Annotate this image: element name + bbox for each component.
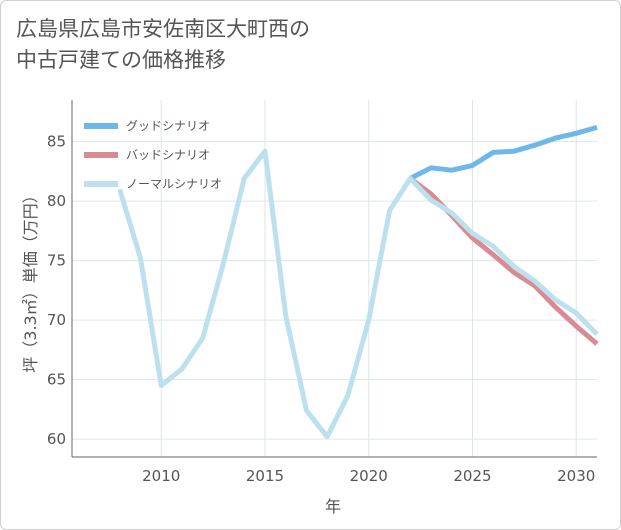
legend-label-normal: ノーマルシナリオ xyxy=(126,177,222,191)
x-axis-label: 年 xyxy=(325,497,341,516)
x-tick-label-2030: 2030 xyxy=(557,467,595,485)
y-axis-label: 坪（3.3㎡）単価（万円） xyxy=(21,187,40,372)
y-tick-label-65: 65 xyxy=(47,371,66,389)
y-tick-label-85: 85 xyxy=(47,133,66,151)
y-tick-label-80: 80 xyxy=(47,192,66,210)
series-line-good xyxy=(409,124,598,181)
x-tick-label-2025: 2025 xyxy=(453,467,491,485)
legend-label-good: グッドシナリオ xyxy=(126,119,210,133)
series-line-normal xyxy=(117,148,599,440)
x-tick-label-2020: 2020 xyxy=(350,467,388,485)
series-lines xyxy=(117,124,599,440)
y-tick-label-60: 60 xyxy=(47,430,66,448)
y-tick-label-70: 70 xyxy=(47,311,66,329)
x-tick-label-2010: 2010 xyxy=(142,467,180,485)
y-tick-label-75: 75 xyxy=(47,252,66,270)
axes xyxy=(71,100,597,458)
x-tick-label-2015: 2015 xyxy=(246,467,284,485)
chart-title-line-1: 広島県広島市安佐南区大町西の xyxy=(16,17,310,41)
legend-label-bad: バッドシナリオ xyxy=(126,148,210,162)
chart-title-line-2: 中古戸建ての価格推移 xyxy=(16,48,226,72)
tick-labels: 60 65 70 75 80 85 2010 2015 2020 2025 2030 xyxy=(47,133,595,485)
chart-title: 広島県広島市安佐南区大町西の 中古戸建ての価格推移 xyxy=(16,14,310,76)
